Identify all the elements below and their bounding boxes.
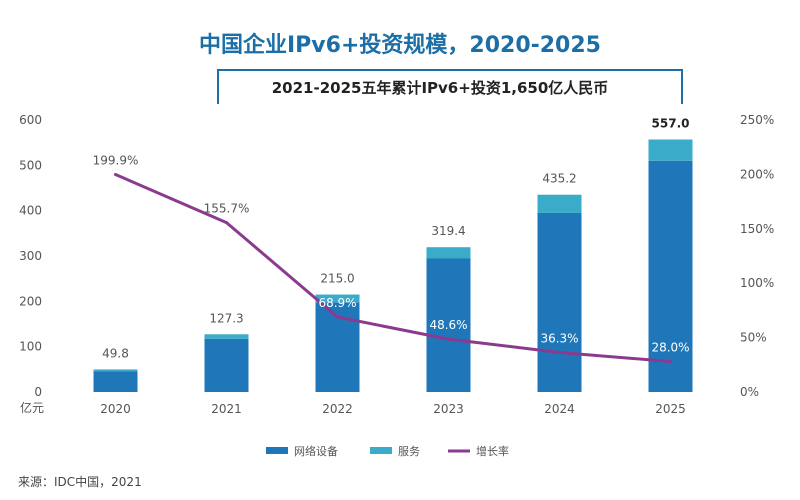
left-tick-label: 200 xyxy=(19,294,42,308)
right-tick-label: 0% xyxy=(740,385,759,399)
left-tick-label: 0 xyxy=(34,385,42,399)
bar-network-equipment xyxy=(93,371,138,392)
growth-rate-point xyxy=(669,360,672,364)
chart-title: 中国企业IPv6+投资规模，2020-2025 xyxy=(199,32,601,58)
total-value-label: 127.3 xyxy=(209,311,243,325)
growth-rate-label: 28.0% xyxy=(651,341,689,355)
x-axis-ticks: 2020 2021 2022 2023 2024 2025 xyxy=(100,402,686,416)
legend-label-service: 服务 xyxy=(398,445,420,458)
left-tick-label: 600 xyxy=(19,113,42,127)
x-tick-label: 2023 xyxy=(433,402,464,416)
right-tick-label: 50% xyxy=(740,331,767,345)
bar-network-equipment xyxy=(426,258,471,392)
bar-network-equipment xyxy=(648,160,693,392)
left-tick-label: 100 xyxy=(19,340,42,354)
total-value-label: 557.0 xyxy=(652,116,690,130)
legend: 网络设备 服务 增长率 xyxy=(266,444,509,458)
bar-series xyxy=(93,139,693,392)
x-tick-label: 2020 xyxy=(100,402,131,416)
x-tick-label: 2025 xyxy=(655,402,686,416)
data-labels: 49.8 127.3 215.0 319.4 435.2 557.0 199.9% 155.7… xyxy=(93,116,690,360)
growth-rate-point xyxy=(558,351,561,355)
bar-network-equipment xyxy=(537,212,582,392)
growth-rate-point xyxy=(114,173,117,177)
right-tick-label: 250% xyxy=(740,113,774,127)
left-tick-label: 400 xyxy=(19,204,42,218)
x-tick-label: 2024 xyxy=(544,402,575,416)
growth-line xyxy=(114,173,672,364)
right-tick-label: 200% xyxy=(740,167,774,181)
legend-label-network: 网络设备 xyxy=(294,444,338,458)
y-axis-unit-label: 亿元 xyxy=(20,400,44,415)
total-value-label: 215.0 xyxy=(320,272,354,286)
growth-rate-label: 36.3% xyxy=(540,332,578,346)
left-axis-ticks: 0 100 200 300 400 500 600 xyxy=(19,113,42,399)
right-tick-label: 100% xyxy=(740,276,774,290)
bar-service xyxy=(426,247,471,259)
x-tick-label: 2021 xyxy=(211,402,242,416)
growth-rate-label: 48.6% xyxy=(429,318,467,332)
bar-service xyxy=(537,194,582,213)
bar-service xyxy=(93,369,138,372)
chart-subtitle: 2021-2025五年累计IPv6+投资1,650亿人民币 xyxy=(272,79,609,97)
legend-label-growth: 增长率 xyxy=(476,444,509,458)
growth-rate-point xyxy=(447,337,450,341)
left-tick-label: 300 xyxy=(19,249,42,263)
total-value-label: 319.4 xyxy=(431,224,465,238)
growth-rate-line xyxy=(114,173,671,363)
left-tick-label: 500 xyxy=(19,158,42,172)
bar-network-equipment xyxy=(204,338,249,392)
growth-rate-label: 68.9% xyxy=(318,296,356,310)
source-note: 来源：IDC中国，2021 xyxy=(18,474,142,489)
total-value-label: 435.2 xyxy=(542,172,576,186)
right-axis-ticks: 0% 50% 100% 150% 200% 250% xyxy=(740,113,774,399)
growth-rate-label: 155.7% xyxy=(204,202,250,216)
bar-service xyxy=(315,294,360,303)
x-tick-label: 2022 xyxy=(322,402,353,416)
legend-swatch-service xyxy=(370,447,392,454)
right-tick-label: 150% xyxy=(740,222,774,236)
growth-rate-label: 199.9% xyxy=(93,154,139,168)
growth-rate-point xyxy=(225,221,228,225)
bar-service xyxy=(648,139,693,161)
subtitle-bracket xyxy=(217,69,683,104)
total-value-label: 49.8 xyxy=(102,346,129,360)
bar-service xyxy=(204,334,249,339)
legend-swatch-network xyxy=(266,447,288,454)
growth-rate-point xyxy=(336,315,339,319)
